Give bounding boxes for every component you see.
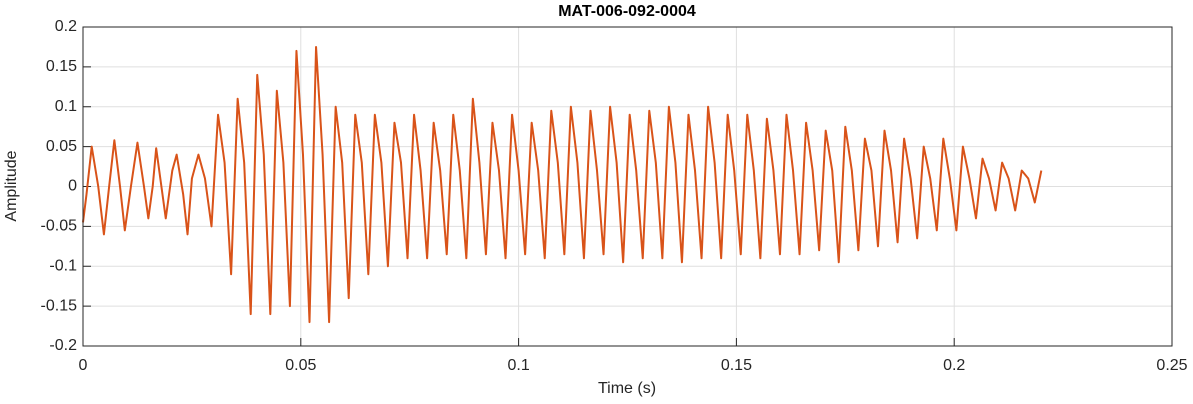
- plot: [82, 45, 1043, 324]
- y-tick-label: -0.2: [49, 337, 77, 354]
- y-tick-label: 0.05: [46, 138, 77, 155]
- axes-box: [82, 26, 1173, 347]
- y-tick-label: 0.1: [55, 98, 77, 115]
- signal-line: [82, 45, 1043, 324]
- x-tick-label: 0.15: [721, 357, 752, 374]
- x-tick-label: 0: [79, 357, 88, 374]
- y-tick-label: 0.15: [46, 58, 77, 75]
- y-tick-label: -0.1: [49, 257, 77, 274]
- tick-labels: 0 0.05 0.1 0.15 0.2 0.25 -0.2 -0.15 -0.1 -0.05 0 0.…: [41, 18, 1188, 374]
- y-tick-label: -0.05: [41, 218, 78, 235]
- y-axis-label: Amplitude: [3, 150, 20, 221]
- x-tick-label: 0.25: [1156, 357, 1187, 374]
- y-tick-label: 0.2: [55, 18, 77, 35]
- x-tick-label: 0.1: [507, 357, 529, 374]
- x-tick-label: 0.2: [943, 357, 965, 374]
- x-axis-label: Time (s): [598, 380, 656, 397]
- y-tick-label: -0.15: [41, 297, 78, 314]
- x-tick-label: 0.05: [285, 357, 316, 374]
- y-tick-label: 0: [68, 178, 77, 195]
- chart-title: MAT-006-092-0004: [558, 3, 696, 20]
